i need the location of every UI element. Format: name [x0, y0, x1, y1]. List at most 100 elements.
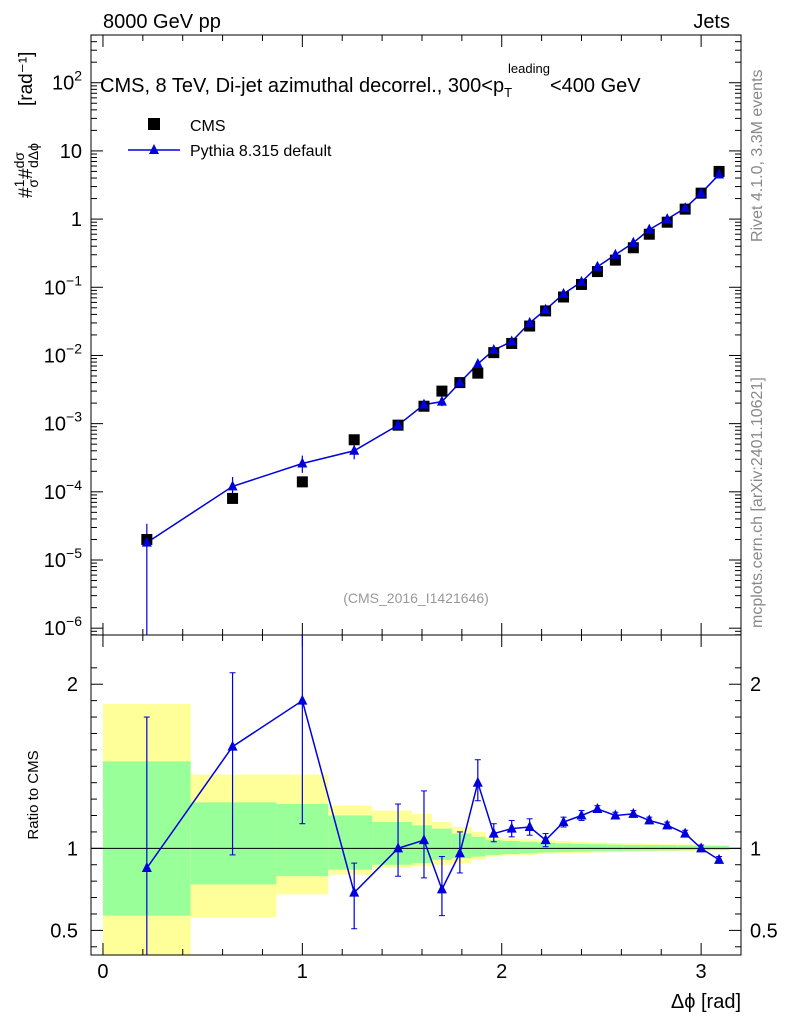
- x-tick-label: 0: [97, 961, 108, 983]
- ratio-y-tick-label-right: 0.5: [750, 920, 778, 942]
- pythia-point: [454, 376, 465, 387]
- y-tick-label-base: 10: [44, 618, 66, 640]
- stat-uncertainty-band: [485, 840, 502, 855]
- cms-point: [643, 228, 655, 240]
- ratio-y-tick-label-left: 2: [67, 674, 78, 696]
- legend-cms-label: CMS: [190, 118, 226, 135]
- pythia-point: [297, 457, 308, 468]
- pythia-point: [628, 236, 639, 247]
- pythia-point: [592, 260, 603, 271]
- ratio-point: [418, 834, 429, 845]
- ratio-point: [297, 694, 308, 705]
- y-tick-label-base: 10: [44, 277, 66, 299]
- cms-point: [472, 367, 484, 379]
- stat-uncertainty-band: [431, 828, 452, 860]
- legend-pythia-marker: [149, 144, 159, 154]
- ratio-y-tick-label-right: 2: [750, 674, 761, 696]
- y-tick-label: 10−2: [44, 340, 82, 367]
- ratio-point: [540, 834, 551, 845]
- stat-uncertainty-band: [537, 842, 556, 853]
- data-marks: [141, 165, 725, 955]
- cms-point: [591, 266, 603, 278]
- ratio-point: [576, 809, 587, 820]
- y-tick-label: 1: [71, 209, 82, 231]
- y-tick-label: 10: [60, 141, 82, 163]
- ratio-point: [436, 883, 447, 894]
- pythia-point: [472, 357, 483, 368]
- ratio-point: [488, 827, 499, 838]
- ratio-y-tick-label-left: 1: [67, 838, 78, 860]
- stat-uncertainty-band: [555, 843, 572, 852]
- ratio-point: [506, 822, 517, 833]
- cms-point: [609, 254, 621, 266]
- rivet-version-label: Rivet 4.1.0, 3.3M events: [749, 69, 766, 242]
- y-tick-label-base: 10: [44, 550, 66, 572]
- pythia-point: [436, 395, 447, 406]
- plot-title-main: CMS, 8 TeV, Di-jet azimuthal decorrel., …: [100, 75, 504, 97]
- x-tick-label: 3: [696, 961, 707, 983]
- axis-ticks: [91, 34, 741, 955]
- top-y-label-math: #1σ#dσdΔϕ: [11, 143, 41, 198]
- ratio-point: [227, 740, 238, 751]
- stat-uncertainty-band: [607, 844, 624, 851]
- pythia-point: [696, 187, 707, 198]
- legend-pythia-label: Pythia 8.315 default: [190, 143, 332, 160]
- y-tick-label-base: 10: [44, 345, 66, 367]
- y-tick-label-base: 10: [44, 414, 66, 436]
- pythia-point: [662, 213, 673, 224]
- ratio-point: [714, 853, 725, 864]
- ratio-uncertainty-bands: [102, 703, 730, 955]
- y-tick-label-base: 10: [44, 482, 66, 504]
- pythia-point: [506, 335, 517, 346]
- ratio-y-tick-label-right: 1: [750, 838, 761, 860]
- ratio-point: [592, 802, 603, 813]
- pythia-point: [524, 316, 535, 327]
- y-tick-label: 10−3: [44, 409, 82, 436]
- cms-point: [627, 242, 639, 254]
- pythia-point: [418, 398, 429, 409]
- x-axis-label: Δϕ [rad]: [671, 991, 741, 1013]
- mcplots-source-label: mcplots.cern.ch [arXiv:2401.10621]: [749, 377, 766, 628]
- plot-title-tail: <400 GeV: [550, 75, 641, 97]
- y-tick-label-base: 10: [52, 73, 74, 95]
- ratio-point: [472, 776, 483, 787]
- y-tick-label-exponent: −1: [66, 272, 82, 288]
- ratio-y-tick-label-left: 0.5: [50, 920, 78, 942]
- ratio-point: [393, 842, 404, 853]
- ratio-point: [558, 816, 569, 827]
- stat-uncertainty-band: [412, 825, 432, 864]
- header-left: 8000 GeV pp: [103, 11, 221, 33]
- ratio-point: [610, 809, 621, 820]
- stat-uncertainty-band: [571, 843, 590, 852]
- top-y-axis-label: #1σ#dσdΔϕ [rad⁻¹]: [11, 52, 41, 198]
- pythia-point: [610, 248, 621, 259]
- stat-uncertainty-band: [471, 836, 486, 857]
- y-tick-label-exponent: −3: [66, 409, 82, 425]
- pythia-point: [680, 202, 691, 213]
- y-tick-label: 10−5: [44, 545, 82, 572]
- pythia-point: [227, 480, 238, 491]
- plot-title: CMS, 8 TeV, Di-jet azimuthal decorrel., …: [100, 61, 641, 100]
- y-tick-label: 10−1: [44, 272, 82, 299]
- y-tick-label-exponent: −6: [66, 613, 82, 629]
- ratio-point: [141, 862, 152, 873]
- y-tick-label-exponent: −4: [66, 477, 82, 493]
- pythia-point: [488, 344, 499, 355]
- y-tick-label-exponent: −5: [66, 545, 82, 561]
- pythia-point: [644, 223, 655, 234]
- ratio-point: [628, 807, 639, 818]
- top-panel-frame: [90, 34, 742, 636]
- y-tick-label-exponent: 2: [74, 68, 82, 84]
- cms-point: [348, 434, 360, 446]
- ratio-point: [349, 886, 360, 897]
- stat-uncertainty-band: [372, 822, 413, 865]
- x-tick-label: 1: [297, 961, 308, 983]
- ratio-point: [524, 821, 535, 831]
- cms-point: [296, 476, 308, 488]
- y-tick-label: 102: [52, 68, 82, 95]
- stat-uncertainty-band: [190, 802, 277, 885]
- cms-point: [227, 492, 239, 504]
- ratio-panel-frame: [90, 634, 742, 956]
